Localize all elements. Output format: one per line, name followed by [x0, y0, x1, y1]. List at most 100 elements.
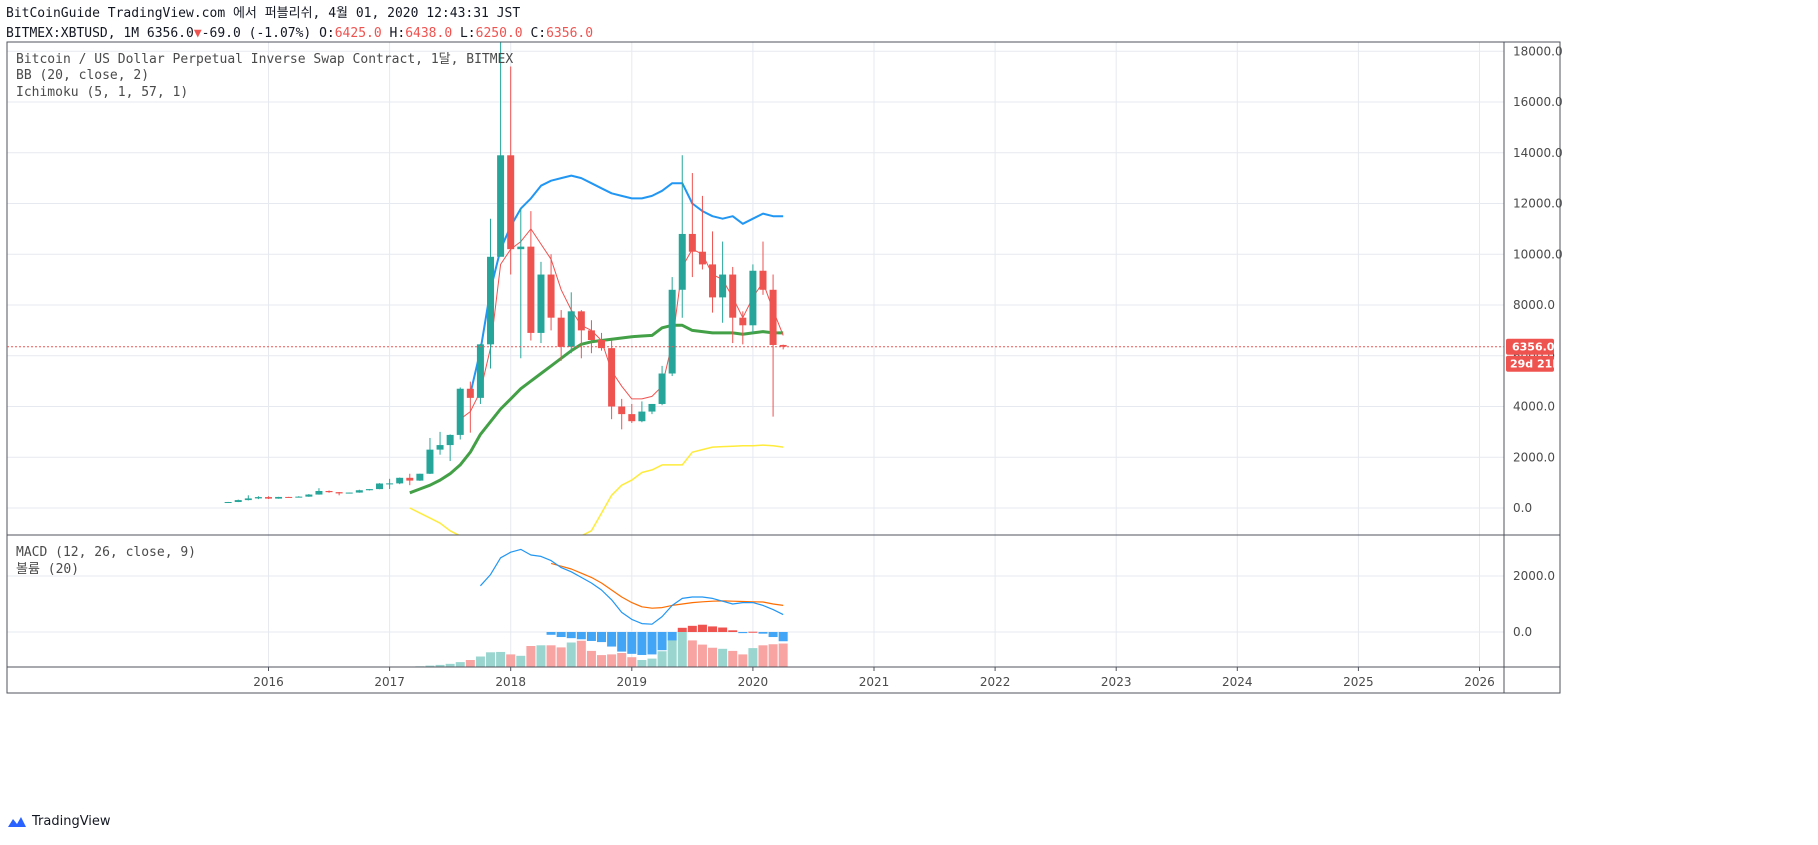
- symbol-label: BITMEX:XBTUSD, 1M 6356.0: [6, 26, 194, 41]
- macd-histogram-bar: [748, 631, 758, 633]
- candle: [406, 473, 414, 486]
- candle: [436, 431, 444, 455]
- chart-frame: [6, 41, 1561, 694]
- candle-body: [638, 411, 646, 422]
- tradingview-cloud-icon: [8, 816, 26, 827]
- price-tag-text: 6356.0: [1512, 341, 1555, 354]
- candle-body: [285, 496, 293, 498]
- candle: [376, 483, 384, 490]
- time-tick-label: 2021: [859, 675, 890, 689]
- candle: [466, 381, 474, 433]
- candle-body: [275, 496, 283, 499]
- candle-body: [456, 388, 464, 435]
- macd-histogram-bar: [627, 632, 637, 654]
- candle-body: [315, 490, 323, 495]
- candle-body: [567, 311, 575, 347]
- time-tick-label: 2018: [495, 675, 526, 689]
- bb-upper-line: [469, 174, 784, 395]
- candle: [386, 478, 394, 489]
- price-tick-label: 2000.0: [1513, 450, 1555, 464]
- tradingview-logo[interactable]: TradingView: [6, 814, 111, 829]
- down-arrow-icon: ▼: [193, 26, 202, 41]
- volume-bar: [758, 645, 768, 667]
- ichimoku-legend: Ichimoku (5, 1, 57, 1): [16, 85, 189, 100]
- candle-body: [739, 317, 747, 326]
- volume-bar: [496, 651, 506, 667]
- candle-body: [769, 289, 777, 345]
- candle-body: [759, 270, 767, 290]
- candle: [759, 241, 767, 295]
- volume-bar: [566, 642, 576, 667]
- volume-bar: [475, 656, 485, 667]
- volume-bar: [677, 632, 687, 667]
- volume-bar: [576, 640, 586, 667]
- volume-bar: [445, 663, 455, 667]
- time-tick-label: 2016: [253, 675, 284, 689]
- volume-bar: [738, 654, 748, 667]
- price-tags: 6356.0 29d 21h: [7, 338, 1560, 372]
- candle-body: [527, 246, 535, 333]
- candle: [295, 496, 303, 498]
- volume-bar: [546, 645, 556, 667]
- macd-histogram-bar: [667, 632, 677, 641]
- candle-body: [688, 233, 696, 252]
- candle-body: [517, 246, 525, 250]
- ichimoku-green-line: [409, 323, 784, 495]
- macd-histogram-bar: [576, 632, 586, 640]
- candlesticks[interactable]: [224, 8, 787, 504]
- macd-histogram-bar: [677, 627, 687, 632]
- candle-body: [537, 274, 545, 333]
- ichimoku-lines: [409, 323, 784, 535]
- candle-body: [547, 274, 555, 318]
- candle-body: [466, 388, 474, 398]
- candle: [648, 403, 656, 415]
- price-tick-label: 4000.0: [1513, 400, 1555, 414]
- footer-brand: TradingView: [32, 814, 111, 829]
- candle-body: [628, 414, 636, 422]
- candle: [234, 499, 242, 503]
- volume-bar: [607, 654, 617, 667]
- high-value: 6438.0: [405, 26, 453, 41]
- volume-bar: [597, 655, 607, 667]
- countdown-tag: [1506, 355, 1554, 372]
- time-tick-label: 2022: [980, 675, 1011, 689]
- candle-body: [658, 373, 666, 404]
- candle: [557, 310, 565, 361]
- volume-bar: [425, 665, 435, 667]
- macd-pane: [405, 548, 788, 667]
- macd-tick-label: 0.0: [1513, 625, 1532, 639]
- ichimoku-yellow-line: [409, 444, 784, 535]
- low-value: 6250.0: [475, 26, 523, 41]
- macd-histogram-bar: [687, 625, 697, 632]
- candle-body: [386, 483, 394, 485]
- macd-histogram-bar: [546, 632, 556, 635]
- volume-bar: [486, 652, 496, 667]
- candle-body: [577, 311, 585, 331]
- price-tick-label: 18000.0: [1513, 44, 1563, 58]
- volume-bar: [768, 644, 778, 667]
- candle: [769, 274, 777, 417]
- candle-body: [224, 502, 232, 504]
- candle-body: [507, 155, 515, 250]
- candle: [618, 398, 626, 430]
- candle: [335, 492, 343, 496]
- bb-basis-line: [459, 228, 784, 420]
- volume-legend: 볼륨 (20): [16, 562, 80, 577]
- volume-bar: [506, 654, 516, 667]
- change-value: -69.0 (-1.07%): [201, 26, 312, 41]
- volume-bar: [667, 639, 677, 667]
- macd-histogram-bar: [647, 632, 657, 655]
- price-tick-label: 0.0: [1513, 501, 1532, 515]
- candle: [305, 494, 313, 497]
- candle: [729, 266, 737, 344]
- candle-body: [365, 489, 373, 491]
- candle-body: [648, 403, 656, 412]
- candle: [507, 66, 515, 275]
- volume-bar: [697, 644, 707, 667]
- macd-tick-label: 2000.0: [1513, 569, 1555, 583]
- volume-bar: [778, 643, 788, 667]
- volume-bar: [748, 648, 758, 667]
- candle: [598, 332, 606, 351]
- candle-body: [598, 340, 606, 349]
